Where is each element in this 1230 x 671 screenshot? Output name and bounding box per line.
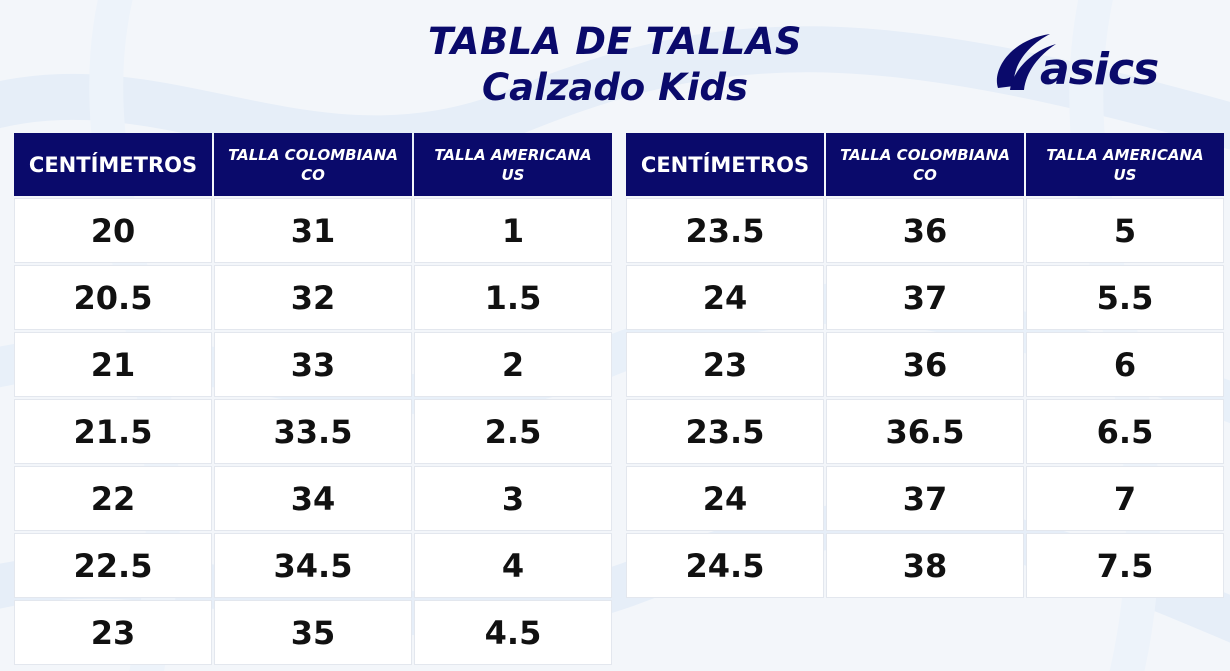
table-row: 23 36 6 <box>626 332 1224 397</box>
cell-cm: 23.5 <box>626 399 824 464</box>
table-row: 24.5 38 7.5 <box>626 533 1224 598</box>
cell-co: 31 <box>214 198 412 263</box>
cell-cm: 23 <box>14 600 212 665</box>
table-row: 22 34 3 <box>14 466 612 531</box>
size-table-left: CENTÍMETROS TALLA COLOMBIANA CO TALLA AM… <box>12 131 614 667</box>
cell-us: 4.5 <box>414 600 612 665</box>
header-co-label: TALLA COLOMBIANA <box>840 145 1010 164</box>
cell-co: 35 <box>214 600 412 665</box>
header-centimetros: CENTÍMETROS <box>626 133 824 196</box>
cell-us: 6.5 <box>1026 399 1224 464</box>
cell-us: 6 <box>1026 332 1224 397</box>
cell-co: 33 <box>214 332 412 397</box>
asics-stripe-icon <box>996 34 1056 90</box>
table-row: 24 37 7 <box>626 466 1224 531</box>
cell-us: 5 <box>1026 198 1224 263</box>
cell-cm: 22.5 <box>14 533 212 598</box>
header-co-code: CO <box>913 165 937 184</box>
cell-us: 7 <box>1026 466 1224 531</box>
cell-cm: 21.5 <box>14 399 212 464</box>
table-row: 23.5 36.5 6.5 <box>626 399 1224 464</box>
cell-co: 34.5 <box>214 533 412 598</box>
table-row: 21.5 33.5 2.5 <box>14 399 612 464</box>
asics-logo-text: asics <box>1040 44 1159 95</box>
cell-co: 37 <box>826 466 1024 531</box>
table-row: 21 33 2 <box>14 332 612 397</box>
cell-cm: 23.5 <box>626 198 824 263</box>
cell-co: 36 <box>826 332 1024 397</box>
header-us-label: TALLA AMERICANA <box>434 145 592 164</box>
asics-logo: asics <box>990 30 1180 98</box>
table-row: 23 35 4.5 <box>14 600 612 665</box>
table-header-row: CENTÍMETROS TALLA COLOMBIANA CO TALLA AM… <box>626 133 1224 196</box>
cell-co: 36 <box>826 198 1024 263</box>
cell-cm: 20 <box>14 198 212 263</box>
cell-cm: 23 <box>626 332 824 397</box>
cell-us: 5.5 <box>1026 265 1224 330</box>
cell-co: 34 <box>214 466 412 531</box>
cell-cm: 20.5 <box>14 265 212 330</box>
header-talla-colombiana: TALLA COLOMBIANA CO <box>214 133 412 196</box>
page-title: TABLA DE TALLAS <box>427 20 803 63</box>
cell-us: 1 <box>414 198 612 263</box>
header-talla-colombiana: TALLA COLOMBIANA CO <box>826 133 1024 196</box>
header-us-code: US <box>1113 165 1137 184</box>
header-co-code: CO <box>301 165 325 184</box>
cell-us: 3 <box>414 466 612 531</box>
header-centimetros: CENTÍMETROS <box>14 133 212 196</box>
cell-co: 33.5 <box>214 399 412 464</box>
header-us-label: TALLA AMERICANA <box>1046 145 1204 164</box>
table-row: 23.5 36 5 <box>626 198 1224 263</box>
cell-co: 32 <box>214 265 412 330</box>
cell-cm: 24 <box>626 466 824 531</box>
cell-co: 36.5 <box>826 399 1024 464</box>
cell-co: 38 <box>826 533 1024 598</box>
header-co-label: TALLA COLOMBIANA <box>228 145 398 164</box>
page-subtitle: Calzado Kids <box>482 66 748 109</box>
table-header-row: CENTÍMETROS TALLA COLOMBIANA CO TALLA AM… <box>14 133 612 196</box>
table-row: 24 37 5.5 <box>626 265 1224 330</box>
cell-cm: 21 <box>14 332 212 397</box>
cell-us: 4 <box>414 533 612 598</box>
cell-us: 7.5 <box>1026 533 1224 598</box>
table-row: 22.5 34.5 4 <box>14 533 612 598</box>
table-row: 20 31 1 <box>14 198 612 263</box>
size-table-right: CENTÍMETROS TALLA COLOMBIANA CO TALLA AM… <box>624 131 1226 600</box>
cell-us: 2.5 <box>414 399 612 464</box>
header-talla-americana: TALLA AMERICANA US <box>1026 133 1224 196</box>
cell-us: 2 <box>414 332 612 397</box>
cell-cm: 24 <box>626 265 824 330</box>
table-row: 20.5 32 1.5 <box>14 265 612 330</box>
header-us-code: US <box>501 165 525 184</box>
cell-cm: 24.5 <box>626 533 824 598</box>
cell-co: 37 <box>826 265 1024 330</box>
cell-cm: 22 <box>14 466 212 531</box>
cell-us: 1.5 <box>414 265 612 330</box>
header-talla-americana: TALLA AMERICANA US <box>414 133 612 196</box>
